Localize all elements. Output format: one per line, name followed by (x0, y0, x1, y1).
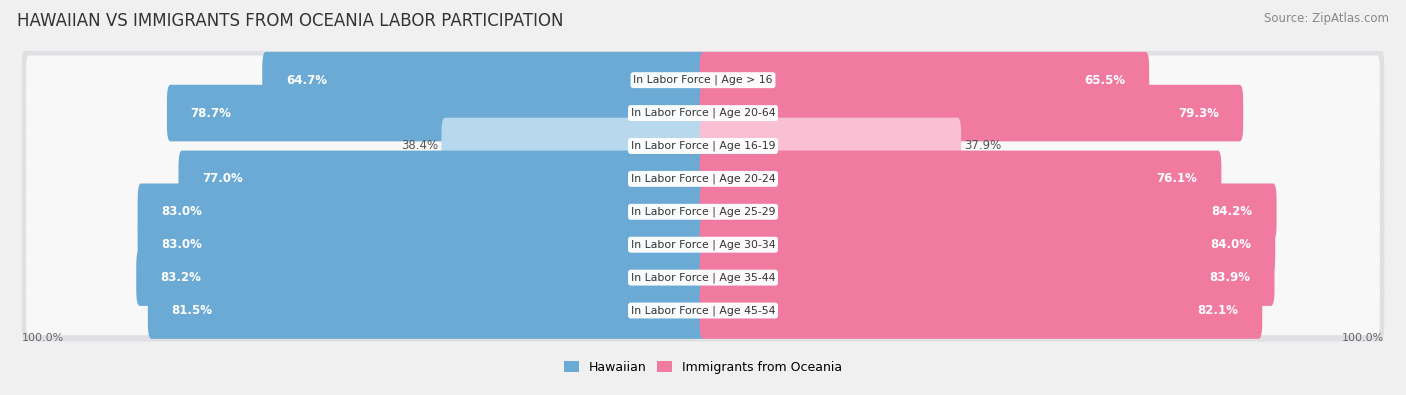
Text: 84.2%: 84.2% (1212, 205, 1253, 218)
Text: 83.9%: 83.9% (1209, 271, 1251, 284)
Text: 83.0%: 83.0% (162, 205, 202, 218)
FancyBboxPatch shape (700, 150, 1222, 207)
FancyBboxPatch shape (441, 118, 706, 174)
FancyBboxPatch shape (138, 216, 706, 273)
FancyBboxPatch shape (22, 214, 1384, 276)
FancyBboxPatch shape (263, 52, 706, 109)
FancyBboxPatch shape (27, 253, 1379, 302)
Text: 100.0%: 100.0% (1341, 333, 1384, 344)
Text: Source: ZipAtlas.com: Source: ZipAtlas.com (1264, 12, 1389, 25)
FancyBboxPatch shape (22, 82, 1384, 144)
FancyBboxPatch shape (148, 282, 706, 339)
Text: 82.1%: 82.1% (1198, 304, 1239, 317)
Text: In Labor Force | Age 45-54: In Labor Force | Age 45-54 (631, 305, 775, 316)
FancyBboxPatch shape (22, 148, 1384, 210)
FancyBboxPatch shape (700, 282, 1263, 339)
Text: 76.1%: 76.1% (1157, 172, 1198, 185)
FancyBboxPatch shape (27, 55, 1379, 105)
Text: In Labor Force | Age 30-34: In Labor Force | Age 30-34 (631, 239, 775, 250)
FancyBboxPatch shape (22, 246, 1384, 308)
Text: In Labor Force | Age 20-24: In Labor Force | Age 20-24 (631, 174, 775, 184)
FancyBboxPatch shape (700, 85, 1243, 141)
Text: 83.0%: 83.0% (162, 238, 202, 251)
FancyBboxPatch shape (27, 121, 1379, 171)
Text: In Labor Force | Age 16-19: In Labor Force | Age 16-19 (631, 141, 775, 151)
Text: 38.4%: 38.4% (401, 139, 439, 152)
FancyBboxPatch shape (700, 184, 1277, 240)
FancyBboxPatch shape (27, 286, 1379, 335)
FancyBboxPatch shape (22, 49, 1384, 111)
FancyBboxPatch shape (22, 280, 1384, 341)
FancyBboxPatch shape (136, 249, 706, 306)
FancyBboxPatch shape (27, 220, 1379, 269)
Text: In Labor Force | Age > 16: In Labor Force | Age > 16 (633, 75, 773, 85)
Text: 83.2%: 83.2% (160, 271, 201, 284)
Legend: Hawaiian, Immigrants from Oceania: Hawaiian, Immigrants from Oceania (560, 356, 846, 379)
Text: In Labor Force | Age 20-64: In Labor Force | Age 20-64 (631, 108, 775, 118)
FancyBboxPatch shape (138, 184, 706, 240)
FancyBboxPatch shape (700, 249, 1274, 306)
Text: In Labor Force | Age 25-29: In Labor Force | Age 25-29 (631, 207, 775, 217)
FancyBboxPatch shape (700, 118, 962, 174)
Text: 37.9%: 37.9% (965, 139, 1002, 152)
FancyBboxPatch shape (167, 85, 706, 141)
Text: 79.3%: 79.3% (1178, 107, 1219, 120)
Text: In Labor Force | Age 35-44: In Labor Force | Age 35-44 (631, 273, 775, 283)
Text: 65.5%: 65.5% (1084, 73, 1125, 87)
FancyBboxPatch shape (22, 115, 1384, 177)
Text: 84.0%: 84.0% (1211, 238, 1251, 251)
Text: 64.7%: 64.7% (285, 73, 328, 87)
FancyBboxPatch shape (22, 181, 1384, 243)
Text: 78.7%: 78.7% (191, 107, 232, 120)
FancyBboxPatch shape (179, 150, 706, 207)
FancyBboxPatch shape (700, 52, 1149, 109)
FancyBboxPatch shape (27, 187, 1379, 237)
Text: 100.0%: 100.0% (22, 333, 65, 344)
FancyBboxPatch shape (27, 88, 1379, 138)
Text: 77.0%: 77.0% (202, 172, 243, 185)
FancyBboxPatch shape (27, 154, 1379, 203)
Text: HAWAIIAN VS IMMIGRANTS FROM OCEANIA LABOR PARTICIPATION: HAWAIIAN VS IMMIGRANTS FROM OCEANIA LABO… (17, 12, 564, 30)
FancyBboxPatch shape (700, 216, 1275, 273)
Text: 81.5%: 81.5% (172, 304, 212, 317)
